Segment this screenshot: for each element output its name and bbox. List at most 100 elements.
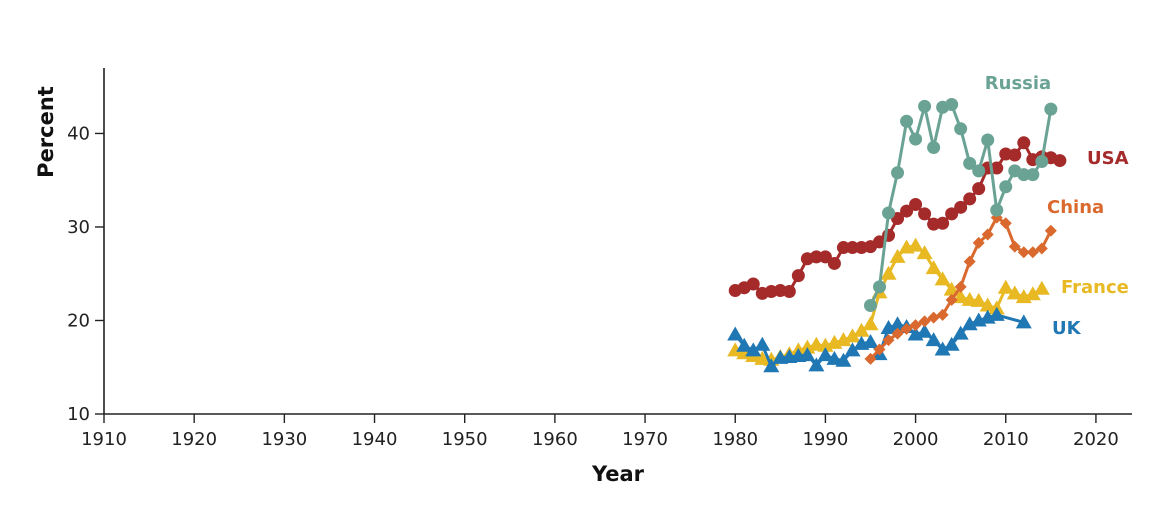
data-point-usa [873, 235, 887, 249]
data-point-uk [808, 357, 825, 372]
data-point-uk [952, 325, 969, 340]
data-point-russia [945, 97, 959, 111]
data-point-france [835, 332, 852, 347]
data-point-uk [817, 347, 834, 362]
data-point-china [864, 352, 877, 365]
data-point-russia [909, 132, 923, 146]
series-label-china: China [1047, 197, 1104, 218]
data-point-uk [862, 333, 879, 348]
data-point-france [970, 292, 987, 307]
data-point-russia [891, 166, 905, 180]
data-point-usa [945, 207, 959, 221]
data-point-usa [1053, 154, 1067, 168]
data-point-france [979, 297, 996, 312]
data-point-usa [918, 207, 932, 221]
data-point-china [909, 319, 922, 332]
series-label-france: France [1061, 277, 1129, 298]
x-tick-label: 1940 [352, 429, 398, 450]
data-point-usa [836, 241, 850, 255]
data-point-china [936, 308, 949, 321]
data-point-usa [1008, 148, 1022, 162]
data-point-russia [900, 114, 914, 128]
x-tick-label: 1960 [532, 429, 578, 450]
data-point-france [727, 342, 744, 357]
data-point-france [844, 328, 861, 343]
x-tick-label: 1980 [712, 429, 758, 450]
data-point-china [918, 315, 931, 328]
data-point-russia [954, 122, 968, 136]
data-point-russia [990, 203, 1004, 217]
x-tick-label: 1950 [442, 429, 488, 450]
data-point-uk [835, 352, 852, 367]
data-point-uk [799, 347, 816, 362]
data-point-uk [988, 306, 1005, 321]
data-point-russia [873, 280, 887, 294]
data-point-uk [961, 316, 978, 331]
data-point-china [900, 322, 913, 335]
series-uk [727, 306, 1032, 373]
data-point-china [891, 327, 904, 340]
data-point-france [925, 260, 942, 275]
data-point-uk [889, 316, 906, 331]
series-china [864, 211, 1057, 365]
x-tick-label: 1930 [261, 429, 307, 450]
data-point-uk [1015, 314, 1032, 329]
x-axis-title: Year [591, 462, 645, 486]
ticks: 1910 1920 1930 1940 1950 1960 1970 1980 1990 2000… [67, 123, 1119, 450]
data-point-usa [818, 250, 832, 264]
data-point-usa [963, 192, 977, 206]
data-point-uk [727, 326, 744, 341]
data-point-china [963, 255, 976, 268]
y-tick-label: 30 [67, 217, 90, 238]
data-point-uk [736, 337, 753, 352]
data-point-uk [934, 341, 951, 356]
series-label-uk: UK [1052, 318, 1082, 339]
y-tick-label: 10 [67, 404, 90, 425]
data-point-russia [1026, 168, 1040, 182]
data-point-usa [909, 198, 923, 212]
data-point-france [1006, 285, 1023, 300]
data-point-russia [1035, 155, 1049, 169]
x-tick-label: 1990 [802, 429, 848, 450]
data-point-uk [754, 336, 771, 351]
data-point-uk [745, 342, 762, 357]
data-point-france [853, 322, 870, 337]
data-point-usa [900, 204, 914, 218]
series-label-usa: USA [1087, 148, 1129, 169]
data-point-usa [809, 250, 823, 264]
data-point-china [927, 311, 940, 324]
series-labels: Russia USA China France UK [985, 73, 1129, 339]
data-point-uk [844, 342, 861, 357]
x-tick-label: 2000 [893, 429, 939, 450]
data-point-usa [1017, 136, 1031, 150]
data-point-usa [782, 284, 796, 298]
data-point-russia [999, 180, 1013, 194]
data-point-france [916, 245, 933, 260]
data-point-china [1017, 246, 1030, 259]
data-point-france [997, 279, 1014, 294]
data-point-usa [990, 161, 1004, 175]
data-point-russia [972, 164, 986, 178]
series-layer [727, 97, 1067, 373]
x-tick-label: 1920 [171, 429, 217, 450]
data-point-russia [882, 206, 896, 220]
series-label-russia: Russia [985, 73, 1051, 94]
x-tick-label: 2010 [983, 429, 1029, 450]
data-point-russia [927, 140, 941, 154]
y-tick-label: 40 [67, 123, 90, 144]
y-axis-title: Percent [34, 86, 58, 178]
data-point-france [934, 271, 951, 286]
data-point-uk [763, 358, 780, 373]
y-tick-label: 20 [67, 310, 90, 331]
data-point-france [880, 265, 897, 280]
data-point-france [889, 248, 906, 263]
data-point-uk [943, 336, 960, 351]
data-point-uk [826, 350, 843, 365]
data-point-china [873, 343, 886, 356]
data-point-china [945, 293, 958, 306]
data-point-usa [746, 277, 760, 291]
data-point-france [862, 316, 879, 331]
data-point-uk [916, 323, 933, 338]
data-point-russia [1044, 102, 1058, 116]
data-point-russia [963, 156, 977, 170]
